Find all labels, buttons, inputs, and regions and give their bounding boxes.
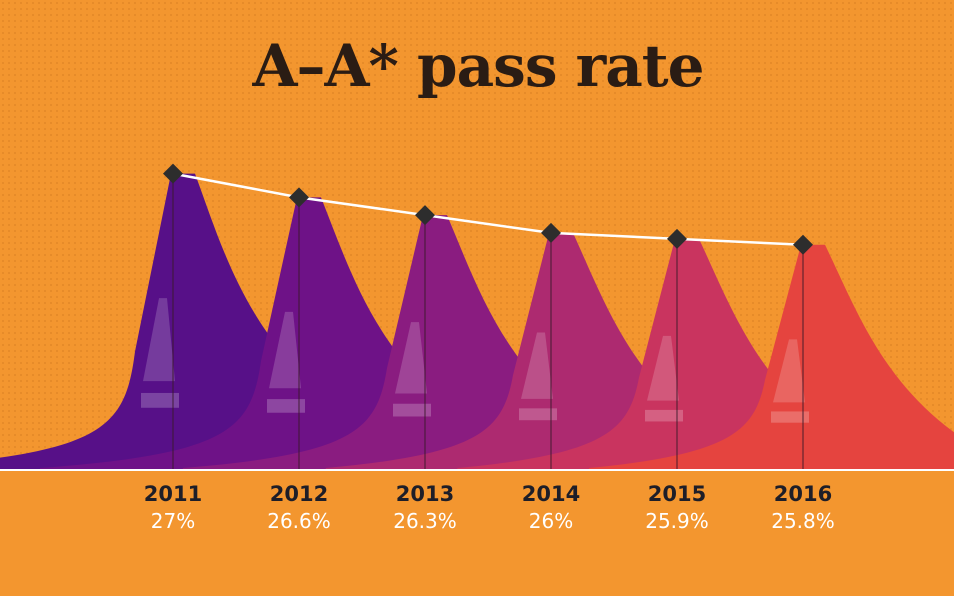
value-label-2011: 27% [151, 509, 195, 533]
value-label-2015: 25.9% [645, 509, 709, 533]
marker-layer [163, 163, 813, 255]
marker-2012 [289, 187, 309, 208]
marker-2011 [163, 163, 183, 184]
glyph-counter-2016 [773, 339, 805, 403]
glyph-crossbar-2011 [141, 392, 179, 408]
marker-2014 [541, 222, 561, 243]
glyph-a-2016 [589, 244, 954, 470]
glyph-counter-2011 [143, 298, 175, 382]
glyph-crossbar-2014 [519, 408, 557, 421]
year-label-2011: 2011 [144, 482, 202, 506]
year-label-2013: 2013 [396, 482, 454, 506]
value-label-2014: 26% [529, 509, 573, 533]
value-label-2013: 26.3% [393, 509, 457, 533]
stem-layer [172, 173, 804, 470]
glyph-crossbar-2012 [267, 399, 305, 413]
label-layer: 2011 27% 2012 26.6% 2013 26.3% 2014 26% 2015 25.9… [144, 482, 835, 533]
trend-line [172, 172, 804, 247]
glyph-body-2016 [589, 244, 954, 470]
year-label-2016: 2016 [774, 482, 832, 506]
label-band [0, 470, 954, 596]
glyph-crossbar-2016 [771, 411, 809, 423]
glyph-crossbar-2015 [645, 409, 683, 422]
year-label-2015: 2015 [648, 482, 706, 506]
chart-title: A–A* pass rate [252, 32, 704, 100]
glyph-counter-2012 [269, 311, 301, 389]
year-label-2014: 2014 [522, 482, 580, 506]
glyph-counter-2014 [521, 332, 553, 399]
glyph-a-2011 [0, 173, 455, 470]
glyph-counter-2013 [395, 322, 427, 394]
marker-2016 [793, 234, 813, 255]
glyph-body-2011 [0, 173, 455, 470]
year-label-2012: 2012 [270, 482, 328, 506]
value-label-2012: 26.6% [267, 509, 331, 533]
glyph-crossbar-2013 [393, 403, 431, 417]
glyph-counter-2015 [647, 335, 679, 401]
marker-2015 [667, 228, 687, 249]
marker-2013 [415, 205, 435, 226]
value-label-2016: 25.8% [771, 509, 835, 533]
